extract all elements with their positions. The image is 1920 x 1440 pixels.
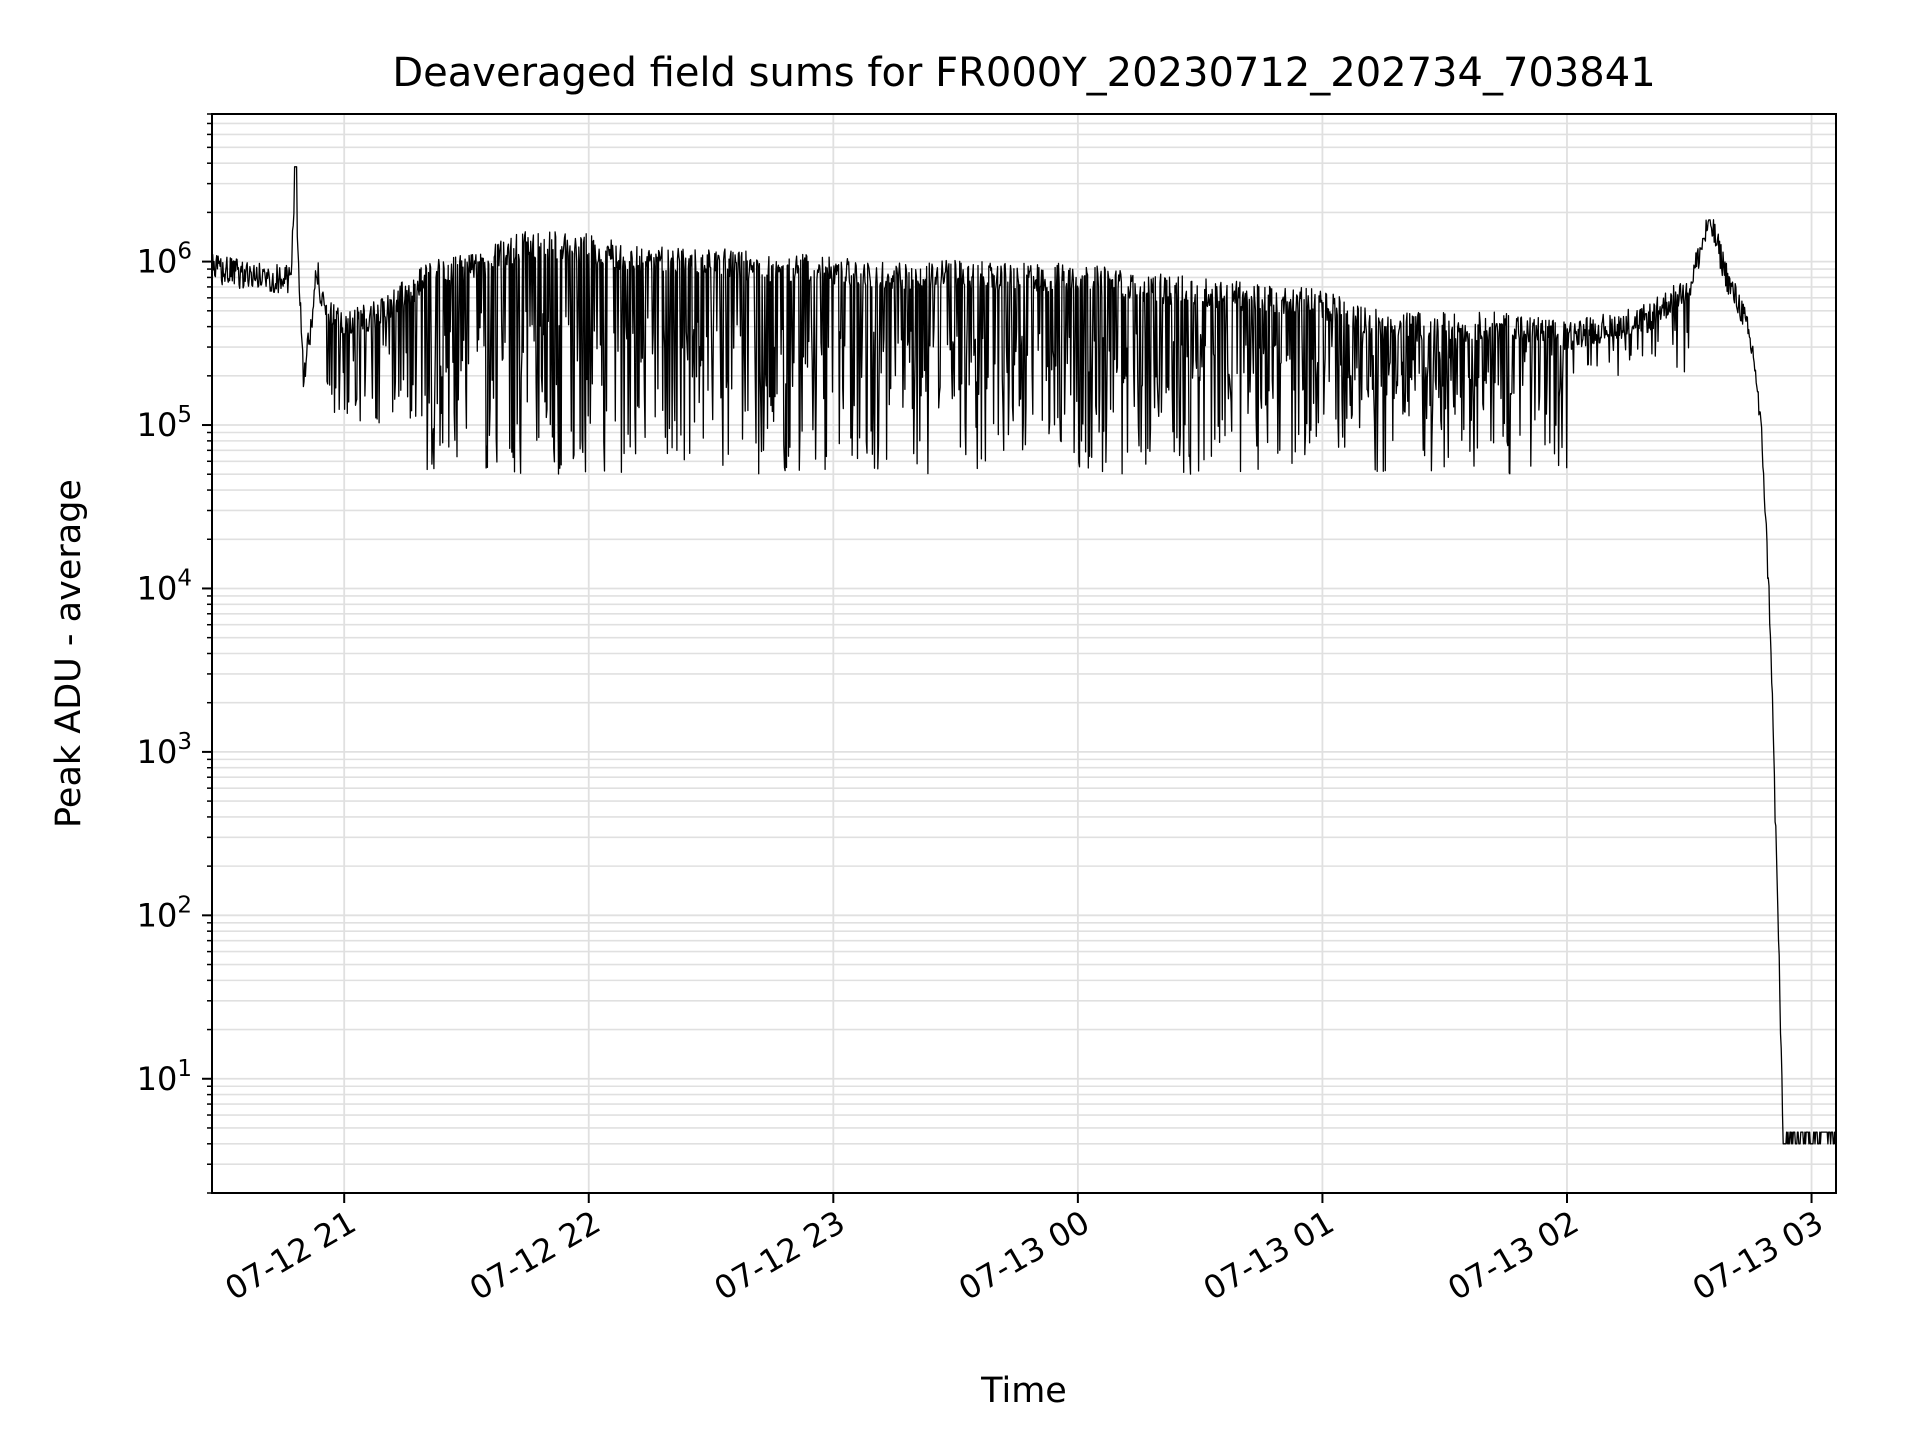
y-tick-base: 10 bbox=[137, 406, 178, 444]
x-axis-label: Time bbox=[980, 1371, 1067, 1411]
y-tick-base: 10 bbox=[137, 733, 178, 771]
y-tick-exponent: 4 bbox=[177, 565, 192, 591]
y-tick-exponent: 3 bbox=[177, 729, 192, 755]
chart-title: Deaveraged field sums for FR000Y_2023071… bbox=[392, 50, 1655, 96]
y-tick-base: 10 bbox=[137, 569, 178, 607]
y-tick-exponent: 1 bbox=[177, 1056, 192, 1082]
series-line bbox=[211, 166, 1836, 1145]
plot-area bbox=[211, 166, 1836, 1145]
y-tick-label: 103 bbox=[137, 729, 192, 771]
y-tick-base: 10 bbox=[137, 896, 178, 934]
grid bbox=[212, 113, 1836, 1194]
y-tick-label: 106 bbox=[137, 239, 192, 281]
y-tick-label: 104 bbox=[137, 565, 192, 607]
y-tick-exponent: 5 bbox=[177, 402, 192, 428]
y-tick-exponent: 6 bbox=[177, 239, 192, 265]
y-tick-label: 102 bbox=[137, 892, 192, 934]
y-axis-label: Peak ADU - average bbox=[49, 479, 89, 828]
y-tick-base: 10 bbox=[137, 243, 178, 281]
y-tick-label: 101 bbox=[137, 1056, 192, 1098]
y-tick-label: 105 bbox=[137, 402, 192, 444]
y-tick-exponent: 2 bbox=[177, 892, 192, 918]
y-tick-base: 10 bbox=[137, 1060, 178, 1098]
